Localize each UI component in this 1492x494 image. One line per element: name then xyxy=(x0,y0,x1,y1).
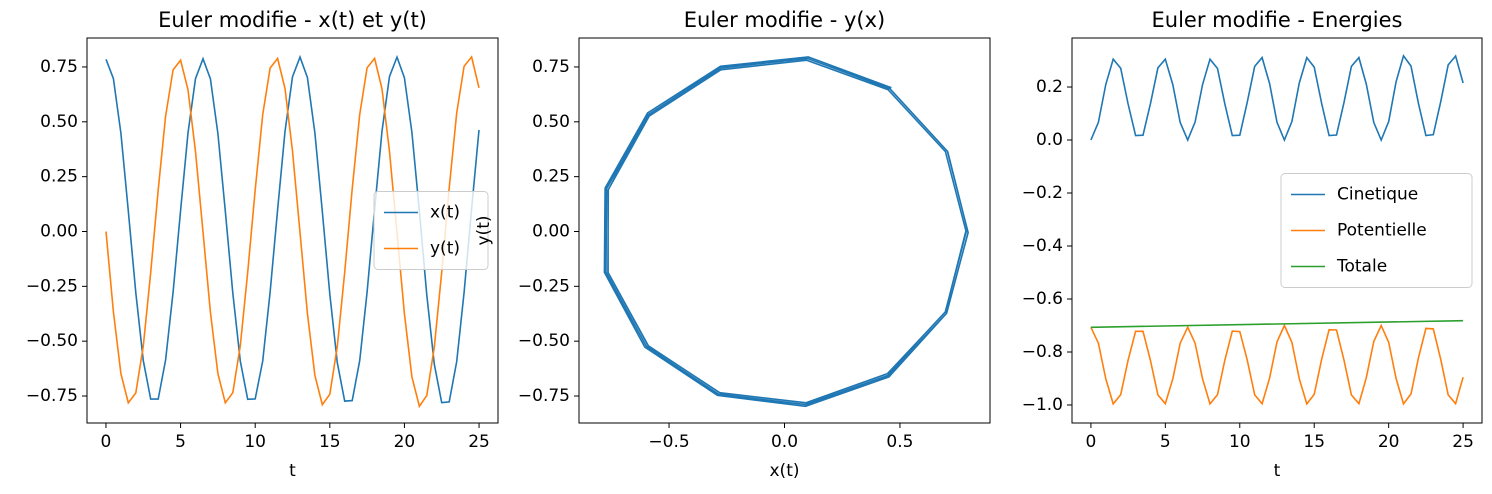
x-axis-label: t xyxy=(1274,461,1281,481)
axes-frame xyxy=(86,37,499,424)
x-tick-label: 5 xyxy=(175,432,186,452)
chart-title: Euler modifie - x(t) et y(t) xyxy=(158,8,427,32)
legend-label: y(t) xyxy=(430,239,460,259)
x-tick-label: 15 xyxy=(319,432,341,452)
y-tick-label: 0.00 xyxy=(40,221,78,241)
y-tick-label: −0.2 xyxy=(1022,183,1063,203)
data-line xyxy=(603,56,969,408)
x-tick-label: 25 xyxy=(468,432,490,452)
legend-label: Potentielle xyxy=(1337,221,1427,241)
y-tick-label: −0.8 xyxy=(1022,342,1063,362)
chart-title: Euler modifie - Energies xyxy=(1152,8,1403,32)
x-tick-label: 0.5 xyxy=(886,432,913,452)
y-tick-label: −0.25 xyxy=(26,276,78,296)
x-tick-label: 20 xyxy=(394,432,416,452)
x-axis-label: x(t) xyxy=(770,461,800,481)
chart-title: Euler modifie - y(x) xyxy=(684,8,885,32)
y-tick-label: 0.00 xyxy=(532,221,570,241)
legend-label: Cinetique xyxy=(1337,185,1418,205)
legend-label: x(t) xyxy=(430,203,460,223)
legend-label: Totale xyxy=(1336,257,1387,277)
data-line xyxy=(105,54,480,404)
data-line xyxy=(1090,54,1464,143)
y-tick-label: −0.75 xyxy=(518,386,570,406)
y-tick-label: −0.6 xyxy=(1022,289,1063,309)
x-tick-label: −0.5 xyxy=(648,432,689,452)
x-tick-label: 0 xyxy=(1085,432,1096,452)
legend-box xyxy=(373,191,489,270)
y-tick-label: 0.75 xyxy=(532,57,570,77)
data-line xyxy=(105,55,480,409)
y-tick-label: −1.0 xyxy=(1022,395,1063,415)
x-axis-label: t xyxy=(289,461,296,481)
y-tick-label: 0.2 xyxy=(1036,77,1063,97)
y-tick-label: 0.25 xyxy=(532,167,570,187)
x-tick-label: 0.0 xyxy=(771,432,798,452)
y-tick-label: −0.50 xyxy=(518,331,570,351)
x-tick-label: 0 xyxy=(101,432,112,452)
y-tick-label: 0.50 xyxy=(532,112,570,132)
axes-frame xyxy=(1071,37,1483,424)
y-tick-label: 0.75 xyxy=(40,57,78,77)
y-tick-label: −0.25 xyxy=(518,276,570,296)
y-tick-label: 0.0 xyxy=(1036,130,1063,150)
legend-box xyxy=(1280,173,1473,288)
axes-frame xyxy=(578,37,991,424)
y-tick-label: 0.25 xyxy=(40,167,78,187)
y-tick-label: −0.4 xyxy=(1022,236,1063,256)
x-tick-label: 10 xyxy=(244,432,266,452)
x-tick-label: 20 xyxy=(1378,432,1400,452)
y-axis-label: y(t) xyxy=(474,216,494,246)
data-line xyxy=(1090,319,1464,329)
y-tick-label: −0.75 xyxy=(26,386,78,406)
x-tick-label: 25 xyxy=(1452,432,1474,452)
x-tick-label: 10 xyxy=(1229,432,1251,452)
y-tick-label: 0.50 xyxy=(40,112,78,132)
x-tick-label: 5 xyxy=(1160,432,1171,452)
data-line xyxy=(1090,323,1464,406)
x-tick-label: 15 xyxy=(1303,432,1325,452)
y-tick-label: −0.50 xyxy=(26,331,78,351)
